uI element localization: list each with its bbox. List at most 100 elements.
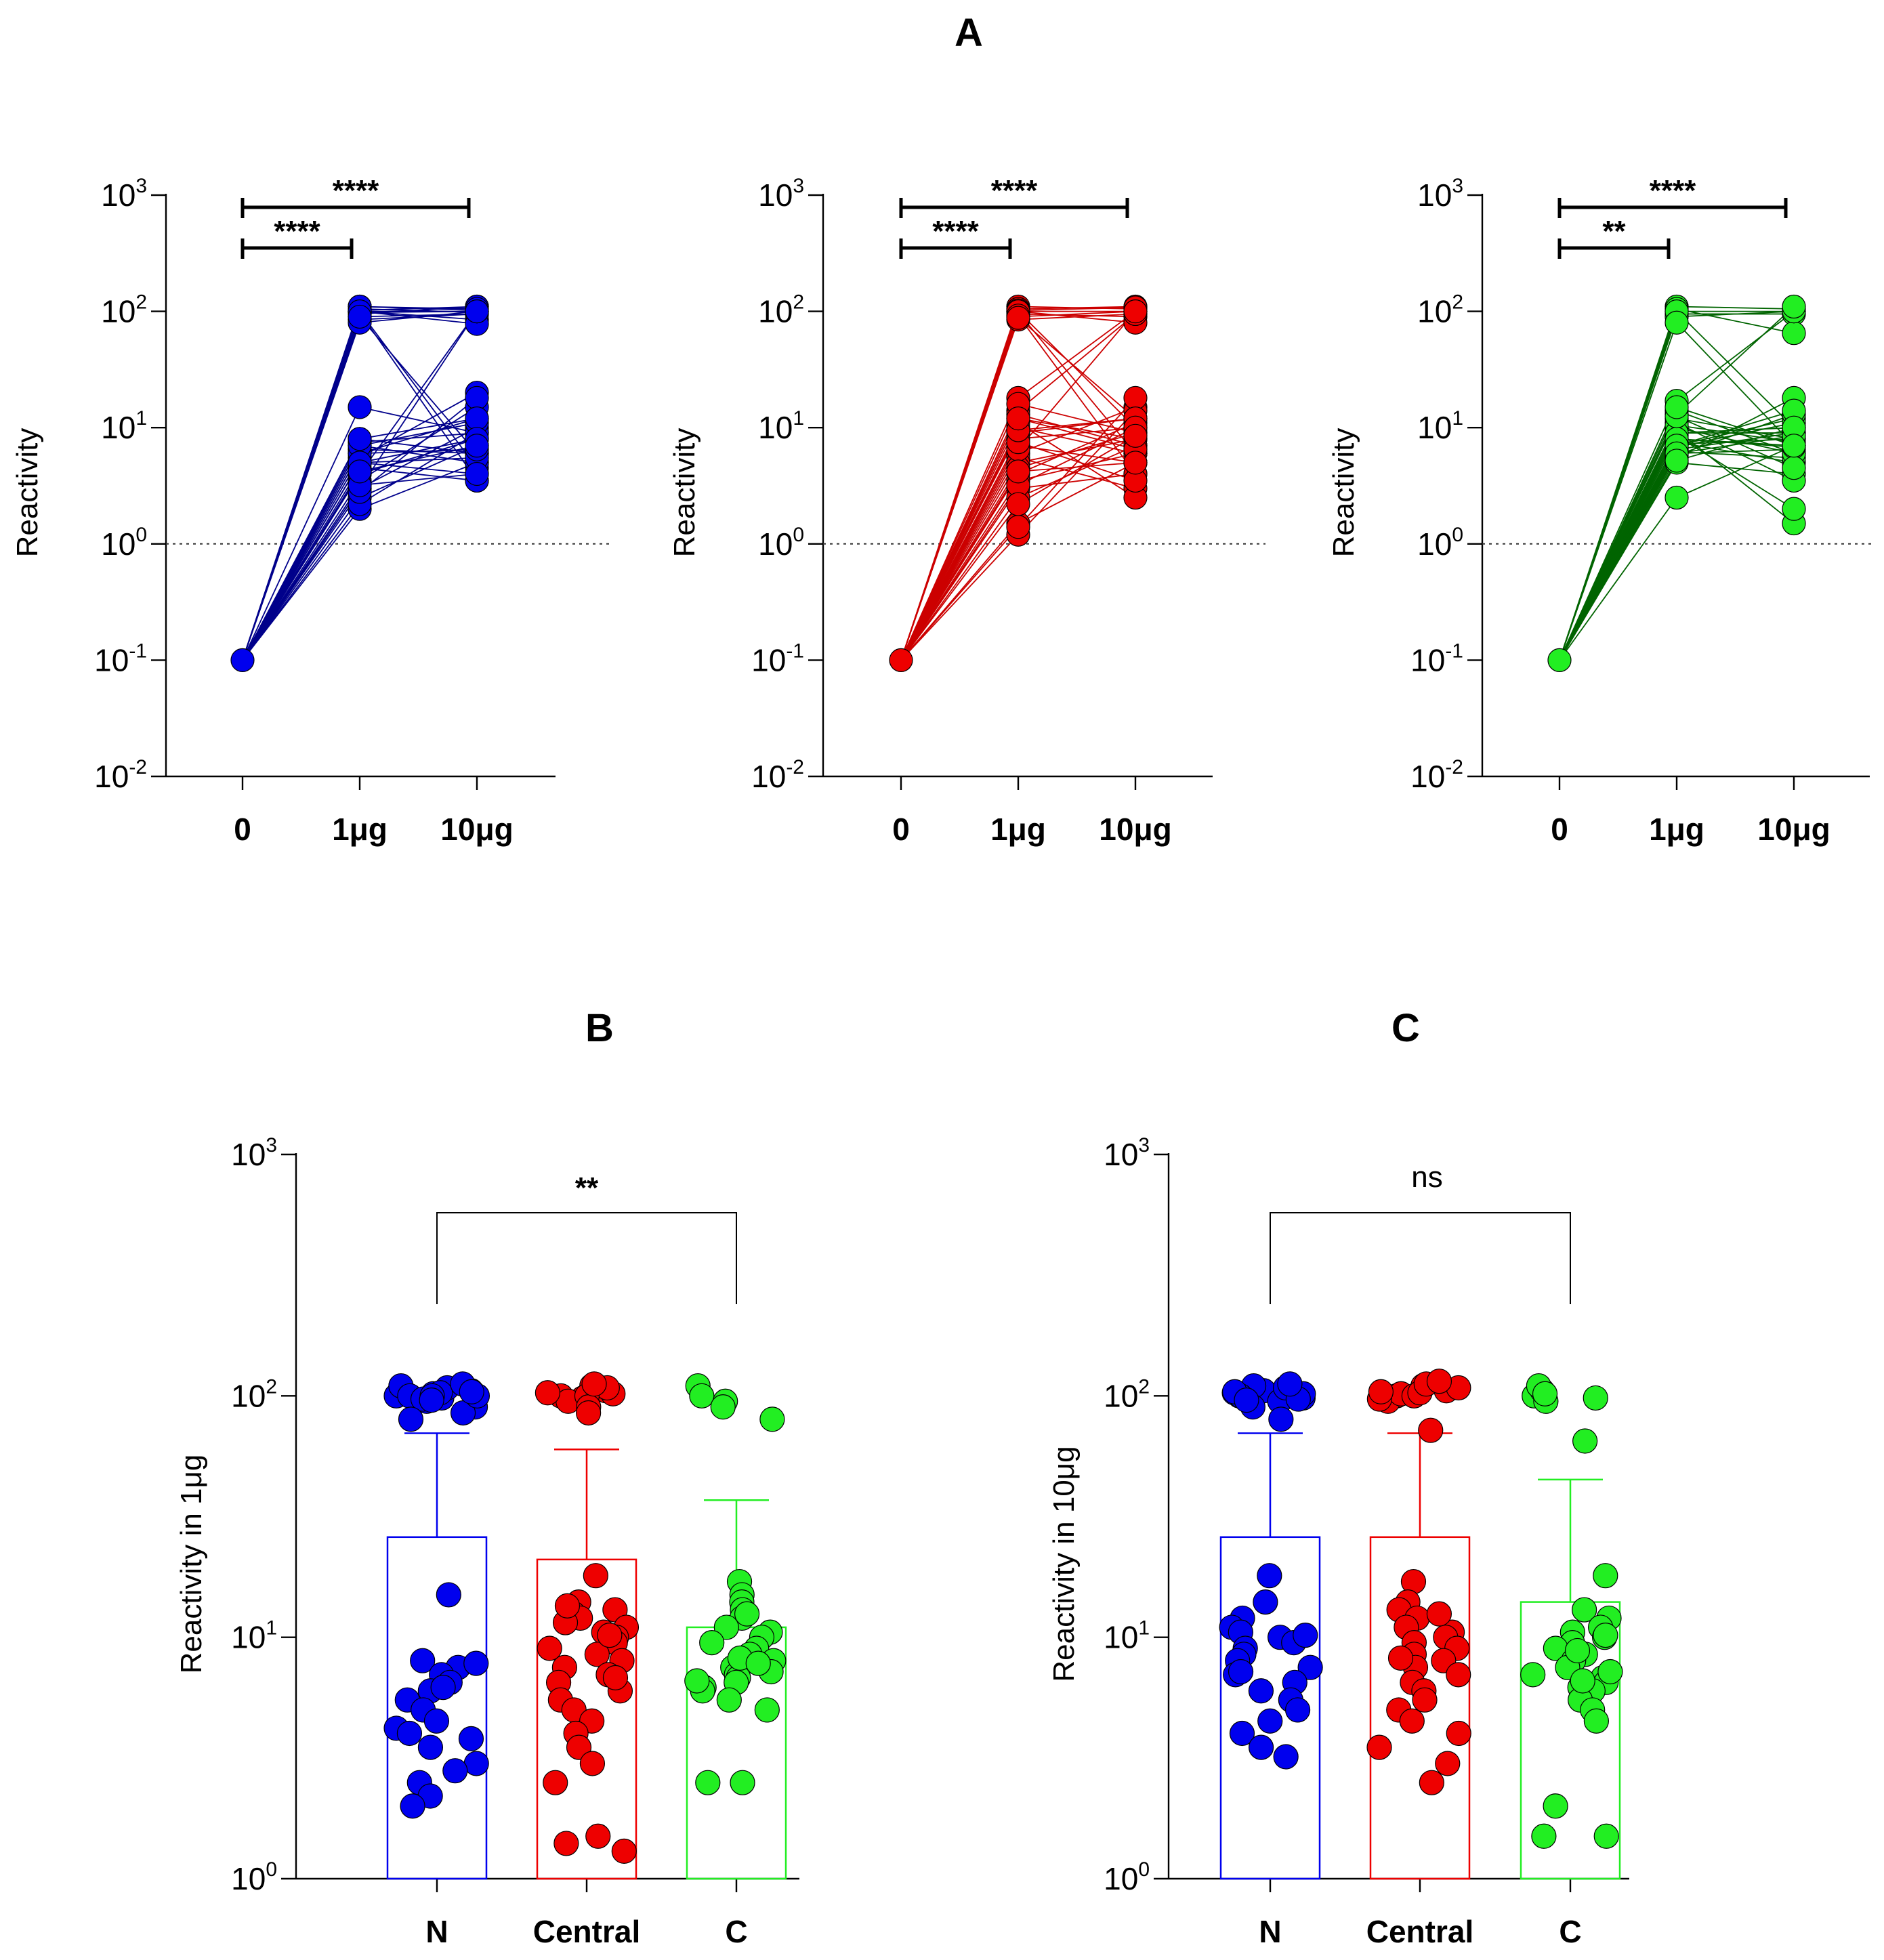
data-point — [419, 1388, 444, 1413]
data-point — [543, 1770, 568, 1795]
data-point — [689, 1383, 715, 1409]
data-point — [699, 1630, 725, 1656]
y-tick-label: 100 — [231, 1858, 277, 1896]
x-tick-label: 1μg — [1649, 812, 1704, 847]
x-tick-label: 10μg — [440, 812, 513, 847]
data-point — [1782, 321, 1806, 346]
data-point — [1419, 1770, 1444, 1795]
data-point — [1593, 1823, 1619, 1849]
significance-label: **** — [1650, 174, 1696, 207]
significance-bracket — [436, 1212, 737, 1304]
data-point — [465, 461, 489, 486]
y-tick-label: 103 — [1104, 1134, 1150, 1172]
data-point — [1418, 1417, 1444, 1443]
data-point — [230, 648, 255, 673]
panel-a2-chart: 10-2 10-1 100 101 102 103 0 1μg 10μg Reactivity **… — [668, 174, 1265, 847]
y-tick-label: 103 — [758, 175, 804, 213]
data-point — [1665, 449, 1689, 473]
panel-title-c: C — [1391, 1006, 1420, 1050]
data-point — [442, 1758, 468, 1784]
significance-label: ** — [1602, 215, 1626, 248]
data-point — [554, 1593, 581, 1619]
data-point — [417, 1734, 444, 1760]
y-tick-label: 101 — [1104, 1617, 1150, 1655]
panel-title-a: A — [955, 11, 983, 55]
x-tick-label: 1μg — [990, 812, 1046, 847]
data-point — [1253, 1589, 1278, 1615]
x-tick-label: C — [1559, 1914, 1581, 1949]
subject-line — [1559, 306, 1795, 661]
data-point — [716, 1687, 742, 1713]
data-point — [348, 459, 372, 484]
subject-line — [1559, 308, 1795, 661]
data-point — [436, 1582, 461, 1608]
y-tick-label: 100 — [758, 524, 804, 562]
data-point — [576, 1400, 602, 1426]
data-point — [537, 1635, 562, 1661]
panel-a1-chart: 10-2 10-1 100 101 102 103 0 1μg 10μg Reactivity **… — [11, 174, 610, 847]
data-point — [889, 648, 913, 673]
data-point — [1257, 1563, 1282, 1589]
data-point — [1234, 1388, 1259, 1413]
significance-label: **** — [991, 174, 1038, 207]
x-tick-label: C — [725, 1914, 747, 1949]
x-tick-label: N — [425, 1914, 448, 1949]
significance-label: ns — [1411, 1161, 1442, 1194]
data-point — [430, 1675, 456, 1701]
data-point — [710, 1394, 736, 1420]
subject-line — [1559, 441, 1795, 661]
panel-title-b: B — [585, 1006, 614, 1050]
data-point — [458, 1726, 484, 1752]
data-point — [581, 1371, 607, 1397]
data-point — [1665, 395, 1689, 419]
data-point — [398, 1406, 424, 1432]
data-point — [1572, 1428, 1598, 1454]
data-point — [348, 427, 372, 451]
data-point — [1284, 1697, 1311, 1723]
data-point — [463, 1751, 489, 1776]
data-point — [1268, 1406, 1294, 1432]
data-point — [1782, 456, 1806, 480]
y-tick-label: 100 — [1417, 524, 1463, 562]
x-tick-label: N — [1259, 1914, 1281, 1949]
data-point — [1123, 423, 1148, 448]
data-point — [1366, 1734, 1392, 1760]
data-point — [1006, 459, 1030, 484]
subject-line — [1559, 306, 1795, 661]
data-point — [1387, 1645, 1414, 1671]
data-point — [1228, 1659, 1254, 1685]
data-point — [730, 1770, 755, 1795]
data-point — [465, 299, 489, 324]
y-axis-label: Reactivity — [668, 428, 701, 558]
significance-label: **** — [333, 174, 379, 207]
data-point — [1782, 497, 1806, 521]
y-tick-label: 103 — [231, 1134, 277, 1172]
y-tick-label: 102 — [1417, 291, 1463, 329]
data-point — [1665, 485, 1689, 510]
y-tick-label: 10-2 — [751, 756, 804, 794]
panel-a3-chart: 10-2 10-1 100 101 102 103 0 1μg 10μg Reactivity **… — [1327, 174, 1873, 847]
data-point — [1593, 1623, 1618, 1648]
y-tick-label: 10-1 — [1410, 640, 1463, 677]
data-point — [400, 1793, 425, 1819]
data-point — [1426, 1601, 1452, 1627]
y-tick-label: 102 — [231, 1375, 277, 1413]
data-point — [1368, 1379, 1394, 1404]
data-point — [759, 1406, 785, 1432]
y-axis-label: Reactivity — [1327, 428, 1360, 558]
y-axis-label: Reactivity in 1μg — [175, 1455, 208, 1674]
data-point — [1229, 1720, 1255, 1747]
data-point — [1547, 648, 1572, 673]
x-tick-label: 0 — [1551, 812, 1568, 847]
data-point — [583, 1563, 608, 1589]
panel-b-chart: 100 101 102 103 Reactivity in 1μg N Central C ** — [175, 1134, 799, 1949]
data-point — [585, 1823, 611, 1849]
data-point — [1006, 492, 1030, 516]
x-tick-label: Central — [1366, 1914, 1473, 1949]
data-point — [1412, 1687, 1438, 1713]
data-point — [754, 1697, 780, 1723]
y-tick-label: 10-2 — [1410, 756, 1463, 794]
data-point — [1248, 1734, 1274, 1760]
data-point — [1273, 1744, 1299, 1770]
